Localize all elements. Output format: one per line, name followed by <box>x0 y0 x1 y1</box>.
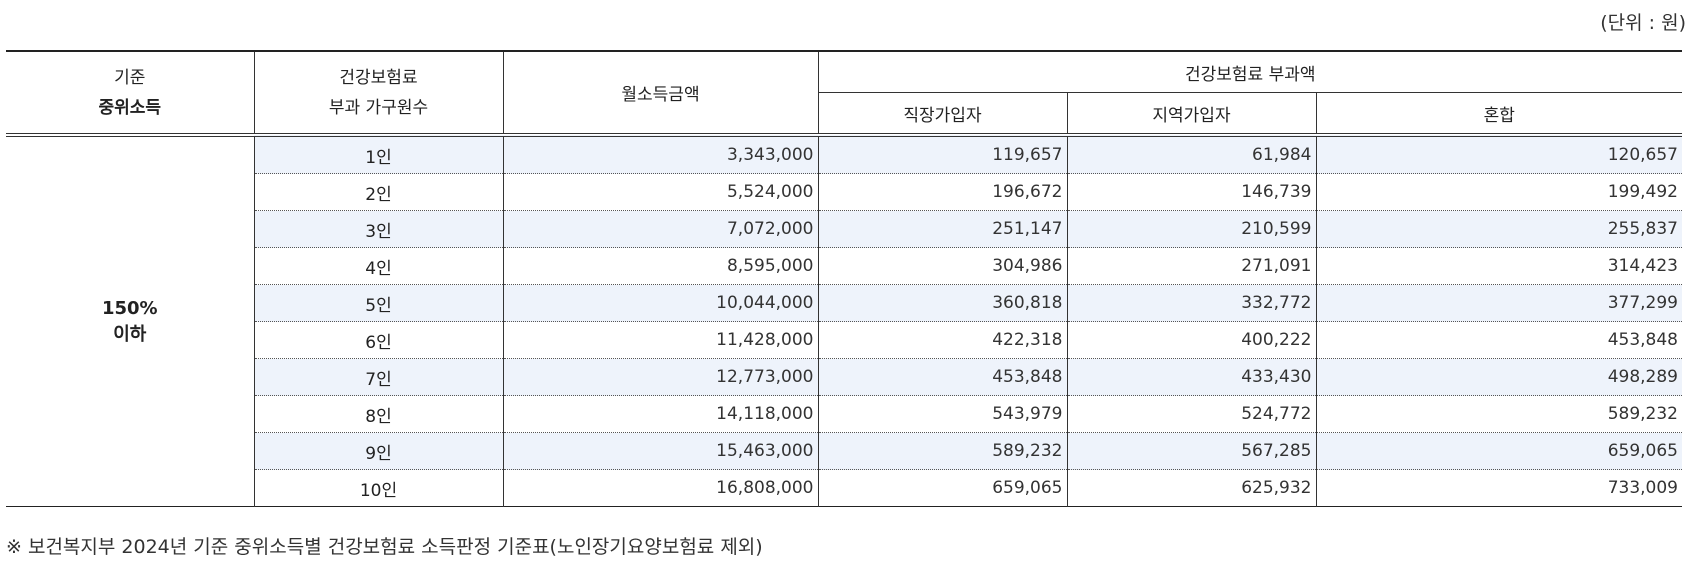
cell-mixed: 314,423 <box>1316 247 1683 285</box>
table-row: 2인 5,524,000 196,672 146,739 199,492 <box>6 173 1683 211</box>
cell-regional: 625,932 <box>1067 469 1317 507</box>
cell-people: 7인 <box>254 358 504 396</box>
cell-regional: 210,599 <box>1067 210 1317 248</box>
cell-workplace: 589,232 <box>818 432 1068 470</box>
header-monthly-income: 월소득금액 <box>503 51 819 135</box>
cell-regional: 400,222 <box>1067 321 1317 359</box>
header-household-size-line1: 건강보험료 <box>339 67 418 88</box>
cell-workplace: 304,986 <box>818 247 1068 285</box>
cell-workplace: 422,318 <box>818 321 1068 359</box>
cell-income: 12,773,000 <box>503 358 819 396</box>
cell-mixed: 377,299 <box>1316 284 1683 322</box>
cell-workplace: 251,147 <box>818 210 1068 248</box>
table-row: 4인 8,595,000 304,986 271,091 314,423 <box>6 247 1683 285</box>
table-row: 8인 14,118,000 543,979 524,772 589,232 <box>6 395 1683 433</box>
cell-regional: 332,772 <box>1067 284 1317 322</box>
cell-income: 16,808,000 <box>503 469 819 507</box>
cell-people: 1인 <box>254 133 504 174</box>
cell-workplace: 543,979 <box>818 395 1068 433</box>
cell-mixed: 453,848 <box>1316 321 1683 359</box>
cell-income: 15,463,000 <box>503 432 819 470</box>
band-cell: 150% 이하 <box>6 133 255 507</box>
table-row: 6인 11,428,000 422,318 400,222 453,848 <box>6 321 1683 359</box>
premium-table: 기준 중위소득 건강보험료 부과 가구원수 월소득금액 건강보험료 부과액 직장… <box>6 50 1683 507</box>
cell-mixed: 255,837 <box>1316 210 1683 248</box>
cell-workplace: 659,065 <box>818 469 1068 507</box>
header-premium-group: 건강보험료 부과액 <box>818 51 1683 93</box>
cell-workplace: 119,657 <box>818 133 1068 174</box>
cell-income: 10,044,000 <box>503 284 819 322</box>
cell-people: 9인 <box>254 432 504 470</box>
cell-regional: 271,091 <box>1067 247 1317 285</box>
cell-people: 10인 <box>254 469 504 507</box>
header-workplace: 직장가입자 <box>817 92 1068 135</box>
table-row: 5인 10,044,000 360,818 332,772 377,299 <box>6 284 1683 322</box>
cell-people: 5인 <box>254 284 504 322</box>
header-median-income: 기준 중위소득 <box>6 51 255 135</box>
cell-income: 7,072,000 <box>503 210 819 248</box>
unit-label: (단위 : 원) <box>1600 12 1686 34</box>
cell-mixed: 120,657 <box>1316 133 1683 174</box>
cell-income: 3,343,000 <box>503 133 819 174</box>
cell-regional: 567,285 <box>1067 432 1317 470</box>
table-row: 7인 12,773,000 453,848 433,430 498,289 <box>6 358 1683 396</box>
cell-income: 11,428,000 <box>503 321 819 359</box>
table-row: 10인 16,808,000 659,065 625,932 733,009 <box>6 469 1683 507</box>
cell-mixed: 733,009 <box>1316 469 1683 507</box>
cell-income: 5,524,000 <box>503 173 819 211</box>
cell-income: 8,595,000 <box>503 247 819 285</box>
table-row: 9인 15,463,000 589,232 567,285 659,065 <box>6 432 1683 470</box>
band-line2: 이하 <box>113 323 147 345</box>
table-row: 150% 이하 1인 3,343,000 119,657 61,984 120,… <box>6 133 1683 507</box>
header-median-income-line2: 중위소득 <box>98 97 162 118</box>
cell-workplace: 453,848 <box>818 358 1068 396</box>
cell-mixed: 589,232 <box>1316 395 1683 433</box>
cell-income: 14,118,000 <box>503 395 819 433</box>
header-household-size: 건강보험료 부과 가구원수 <box>254 51 504 135</box>
cell-people: 4인 <box>254 247 504 285</box>
cell-regional: 433,430 <box>1067 358 1317 396</box>
cell-people: 8인 <box>254 395 504 433</box>
header-regional: 지역가입자 <box>1067 92 1317 135</box>
cell-regional: 146,739 <box>1067 173 1317 211</box>
cell-mixed: 199,492 <box>1316 173 1683 211</box>
header-household-size-line2: 부과 가구원수 <box>328 97 429 118</box>
cell-mixed: 498,289 <box>1316 358 1683 396</box>
band-line1: 150% <box>101 297 158 319</box>
cell-regional: 61,984 <box>1067 133 1317 174</box>
cell-people: 2인 <box>254 173 504 211</box>
cell-regional: 524,772 <box>1067 395 1317 433</box>
header-mixed: 혼합 <box>1316 92 1683 135</box>
cell-people: 3인 <box>254 210 504 248</box>
cell-workplace: 360,818 <box>818 284 1068 322</box>
table-row: 3인 7,072,000 251,147 210,599 255,837 <box>6 210 1683 248</box>
footnote: ※ 보건복지부 2024년 기준 중위소득별 건강보험료 소득판정 기준표(노인… <box>6 536 763 558</box>
cell-workplace: 196,672 <box>818 173 1068 211</box>
cell-people: 6인 <box>254 321 504 359</box>
header-median-income-line1: 기준 <box>114 67 146 88</box>
cell-mixed: 659,065 <box>1316 432 1683 470</box>
